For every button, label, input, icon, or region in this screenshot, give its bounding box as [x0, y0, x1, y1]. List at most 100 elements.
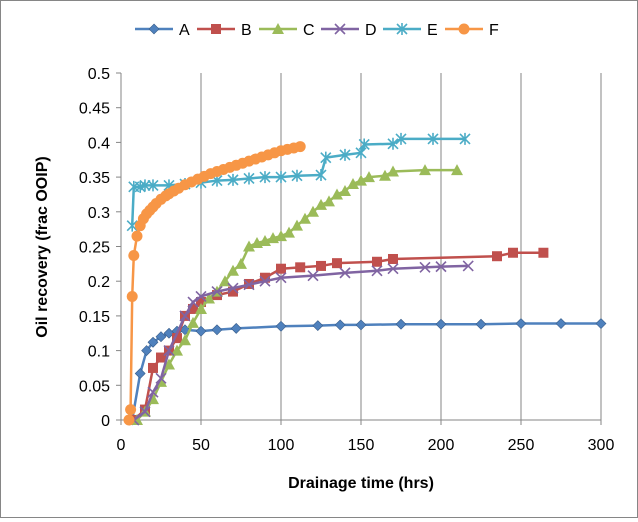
y-tick-label: 0.35	[79, 170, 110, 187]
data-point-C	[259, 234, 271, 246]
legend-marker-D	[334, 23, 346, 35]
data-point-D	[339, 267, 351, 279]
data-point-B	[388, 253, 398, 264]
y-axis-label: Oil recovery (frac OOIP)	[34, 156, 51, 337]
x-tick-label: 50	[192, 437, 210, 454]
data-point-E	[126, 219, 138, 232]
legend-label-F: F	[489, 22, 499, 39]
legend-marker-B	[211, 24, 221, 34]
data-point-C	[179, 334, 191, 346]
y-tick-label: 0.5	[88, 66, 110, 83]
x-tick-label: 250	[508, 437, 535, 454]
data-point-D	[387, 263, 399, 275]
data-point-B	[332, 258, 342, 269]
data-point-C	[243, 240, 255, 252]
data-point-C	[379, 169, 391, 181]
data-point-C	[347, 178, 359, 190]
legend-item-E: E	[383, 22, 438, 39]
data-point-C	[195, 302, 207, 314]
data-point-D	[419, 261, 431, 273]
data-point-A	[395, 318, 407, 330]
legend-marker-C	[272, 23, 284, 34]
series-line-B	[132, 251, 544, 421]
data-point-C	[283, 226, 295, 238]
data-point-F	[294, 141, 306, 153]
series-A	[126, 318, 607, 426]
y-tick-label: 0.2	[88, 274, 110, 291]
data-point-D	[187, 296, 199, 308]
legend-label-D: D	[365, 22, 377, 39]
data-point-A	[230, 322, 242, 334]
data-point-C	[331, 188, 343, 200]
data-point-E	[395, 132, 407, 145]
data-point-C	[307, 205, 319, 217]
series-F	[123, 141, 306, 426]
data-point-C	[315, 198, 327, 210]
data-point-D	[211, 286, 223, 298]
data-point-C	[171, 344, 183, 356]
legend-item-F: F	[445, 22, 499, 39]
data-point-C	[227, 264, 239, 276]
data-point-D	[227, 282, 239, 294]
data-point-C	[355, 174, 367, 186]
data-point-C	[323, 195, 335, 207]
data-point-C	[387, 165, 399, 177]
data-point-B	[508, 247, 518, 258]
data-point-E	[259, 171, 271, 184]
series-line-A	[130, 322, 601, 421]
y-tick-label: 0.4	[88, 135, 110, 152]
data-point-D	[179, 310, 191, 322]
data-point-E	[387, 137, 399, 150]
x-tick-label: 300	[588, 437, 615, 454]
data-point-D	[275, 272, 287, 284]
data-point-A	[334, 319, 346, 331]
y-tick-label: 0	[101, 413, 110, 430]
series-line-C	[136, 168, 457, 421]
legend-label-B: B	[241, 22, 252, 39]
data-point-D	[195, 290, 207, 303]
data-point-B	[260, 272, 270, 283]
data-point-E	[139, 179, 151, 192]
y-tick-label: 0.25	[79, 240, 110, 257]
data-point-C	[451, 164, 463, 176]
data-point-B	[372, 256, 382, 267]
data-point-A	[435, 318, 447, 330]
data-point-E	[358, 138, 370, 151]
y-tick-label: 0.3	[88, 205, 110, 222]
data-point-E	[291, 169, 303, 182]
data-point-E	[243, 172, 255, 185]
legend-label-E: E	[427, 22, 438, 39]
data-point-D	[435, 261, 447, 273]
y-tick-label: 0.15	[79, 309, 110, 326]
data-point-F	[126, 290, 138, 302]
legend-marker-F	[458, 23, 470, 35]
data-point-F	[131, 230, 143, 242]
data-point-D	[371, 265, 383, 277]
legend: A B C D E F	[135, 22, 499, 39]
data-point-A	[595, 318, 607, 329]
data-point-A	[195, 325, 207, 337]
legend-item-D: D	[321, 22, 377, 39]
x-tick-label: 100	[268, 437, 295, 454]
data-point-D	[155, 372, 167, 384]
data-point-A	[211, 324, 223, 336]
x-tick-label: 200	[428, 437, 455, 454]
data-point-B	[492, 251, 502, 262]
data-point-E	[339, 148, 351, 161]
data-point-C	[363, 171, 375, 183]
data-point-C	[235, 257, 247, 269]
data-point-D	[147, 386, 159, 398]
data-point-B	[196, 297, 206, 308]
data-point-D	[259, 275, 271, 287]
data-point-A	[555, 318, 567, 329]
data-point-B	[172, 333, 182, 344]
data-point-D	[462, 260, 474, 272]
data-point-A	[475, 318, 487, 330]
plot-area: 0 0.05 0.1 0.15 0.2 0.25 0.3 0.35 0.4 0.45 0.5 0 50 1…	[79, 66, 615, 454]
data-point-A	[275, 320, 287, 332]
data-point-A	[134, 368, 146, 379]
data-point-B	[316, 260, 326, 271]
data-point-D	[139, 406, 151, 418]
data-point-E	[427, 132, 439, 145]
